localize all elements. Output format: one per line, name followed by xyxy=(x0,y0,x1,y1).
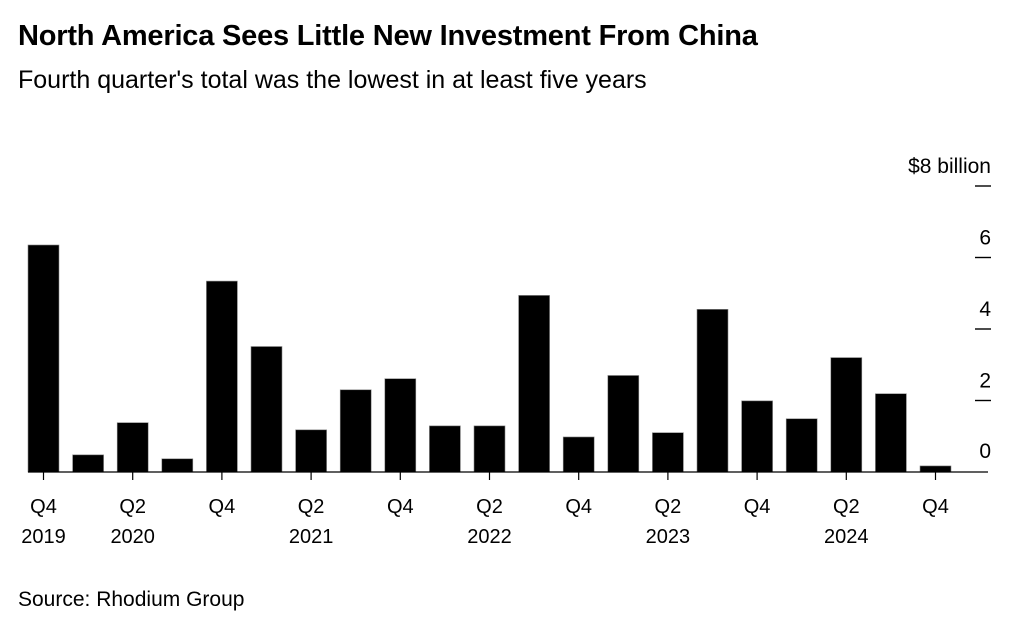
chart-title: North America Sees Little New Investment… xyxy=(18,20,758,52)
bar-q4-2021 xyxy=(384,378,417,473)
bar-q3-2021 xyxy=(339,389,372,473)
bar-q2-2023 xyxy=(652,432,684,473)
x-tick-label-quarter: Q2 xyxy=(298,496,325,518)
bar-q4-2020 xyxy=(206,280,238,473)
y-tick-label: 4 xyxy=(979,298,991,321)
x-tick-label-quarter: Q2 xyxy=(476,496,503,518)
bar-q1-2020 xyxy=(72,454,104,473)
bar-q4-2023 xyxy=(741,400,773,473)
x-tick-label-year: 2020 xyxy=(110,526,155,548)
x-tick-label-quarter: Q4 xyxy=(744,496,771,518)
y-tick-label: $8 billion xyxy=(908,155,991,178)
x-tick-label-quarter: Q4 xyxy=(209,496,236,518)
bar-q1-2022 xyxy=(429,425,461,473)
bars-group xyxy=(27,244,952,473)
x-tick-label-quarter: Q4 xyxy=(387,496,414,518)
bar-q2-2024 xyxy=(830,357,863,473)
x-tick-label-year: 2023 xyxy=(646,526,691,548)
bar-q2-2022 xyxy=(473,425,506,473)
bar-q3-2023 xyxy=(696,309,729,473)
bar-q1-2024 xyxy=(785,418,818,473)
x-tick-label-quarter: Q4 xyxy=(30,496,57,518)
y-tick-label: 6 xyxy=(979,227,991,250)
y-tick-label: 0 xyxy=(979,440,991,463)
x-tick-label-year: 2024 xyxy=(824,526,869,548)
x-tick-label-quarter: Q4 xyxy=(565,496,592,518)
x-axis: Q4 2019 Q2 2020 Q4 Q2 2021 Q4 Q2 2022 Q4 Q2 2023 Q4 Q2… xyxy=(21,471,988,548)
bar-q4-2022 xyxy=(562,436,595,473)
y-tick-label: 2 xyxy=(979,370,991,393)
y-axis: 0 2 4 6 $8 billion xyxy=(908,155,991,463)
bar-q2-2021 xyxy=(295,429,327,473)
bar-q4-2024 xyxy=(919,465,952,473)
bar-q3-2024 xyxy=(875,393,907,473)
bar-q4-2019 xyxy=(27,244,60,473)
bar-q2-2020 xyxy=(116,422,149,473)
x-tick-label-year: 2019 xyxy=(21,526,66,548)
x-tick-label-quarter: Q2 xyxy=(833,496,860,518)
bar-q3-2020 xyxy=(161,458,194,473)
source-note: Source: Rhodium Group xyxy=(18,588,245,611)
bar-q1-2023 xyxy=(607,375,640,473)
x-tick-label-year: 2021 xyxy=(289,526,334,548)
x-tick-label-quarter: Q4 xyxy=(922,496,949,518)
bar-q3-2022 xyxy=(518,295,550,473)
chart-subtitle: Fourth quarter's total was the lowest in… xyxy=(18,66,647,94)
bar-q1-2021 xyxy=(250,346,283,473)
x-tick-label-quarter: Q2 xyxy=(655,496,682,518)
x-tick-label-quarter: Q2 xyxy=(119,496,146,518)
x-tick-label-year: 2022 xyxy=(467,526,512,548)
